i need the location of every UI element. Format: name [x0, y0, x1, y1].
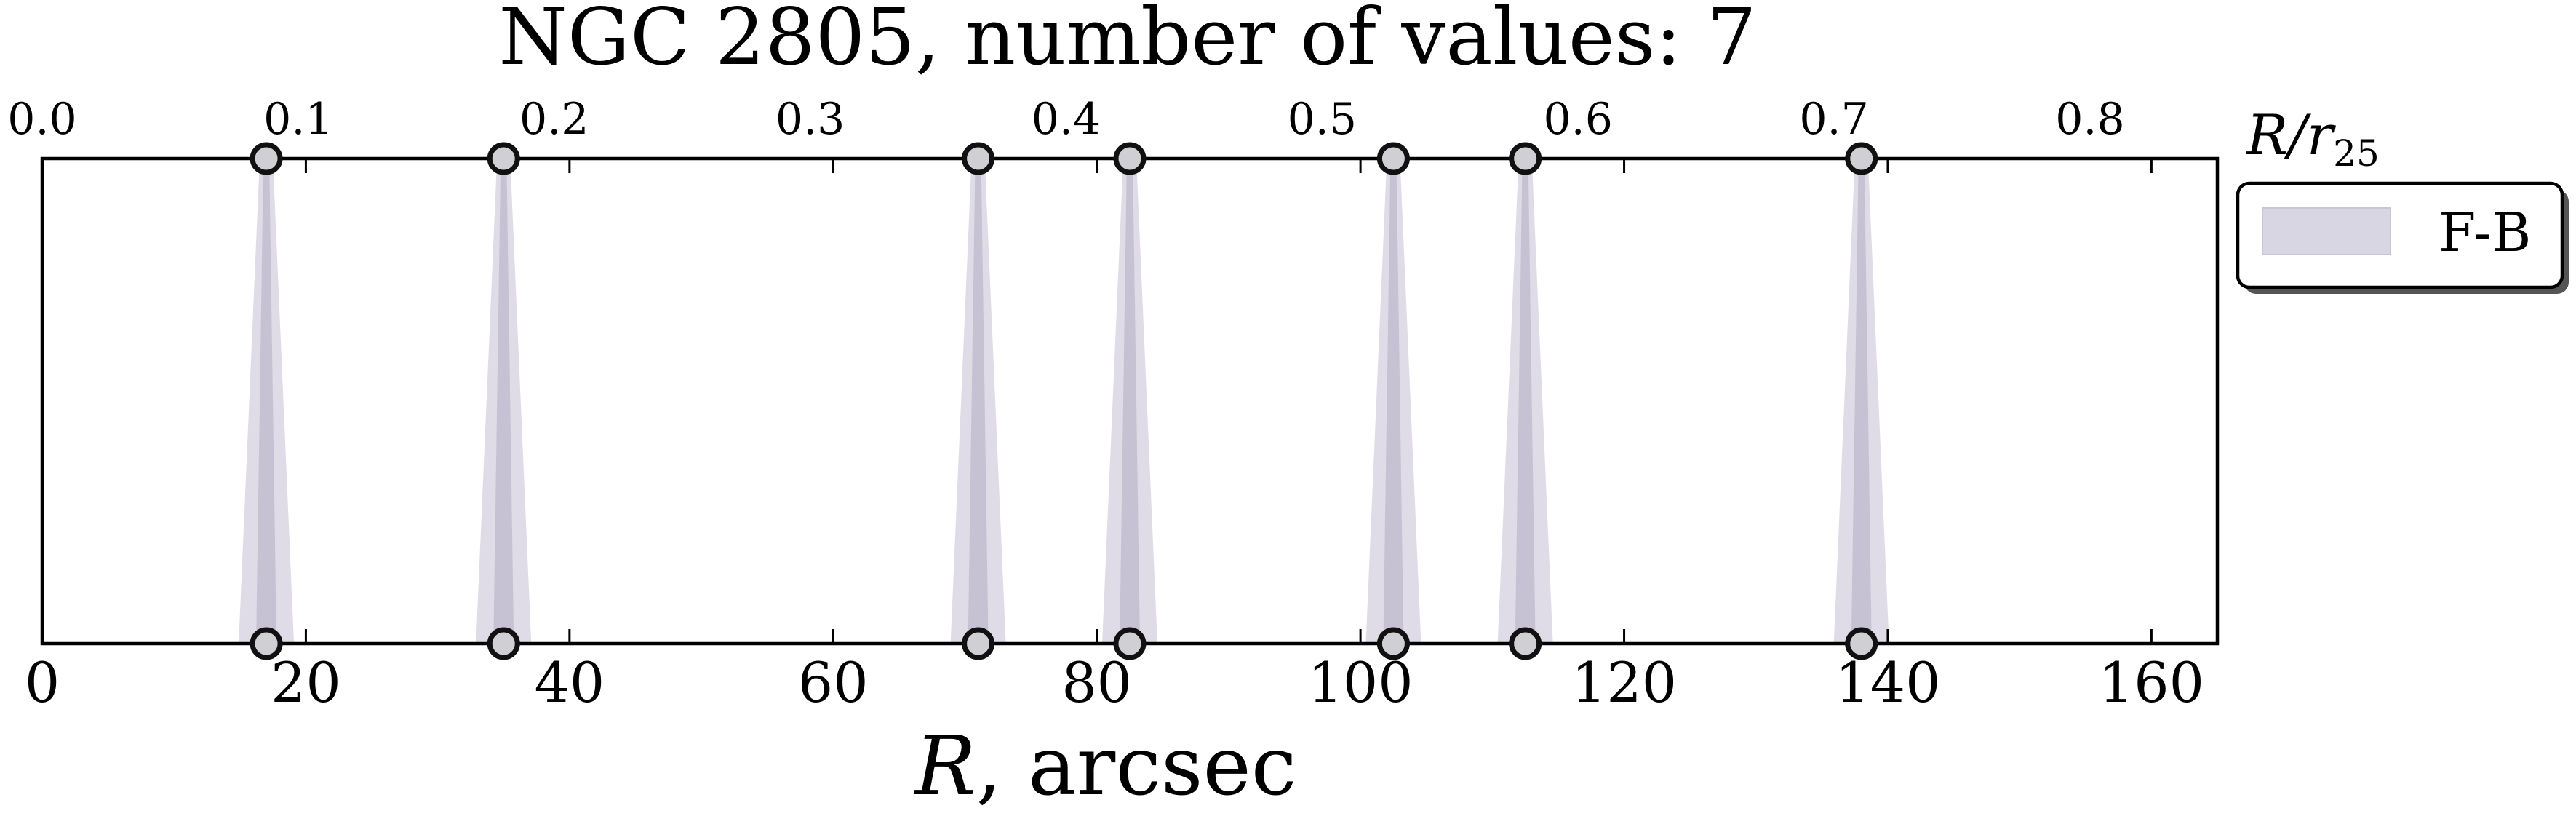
- top-axis-label: R/r25: [2245, 103, 2380, 175]
- data-point-bottom: [1376, 627, 1410, 660]
- data-point-top: [1509, 142, 1542, 175]
- x-tick-label: 100: [1308, 650, 1413, 715]
- data-point-top: [962, 142, 995, 175]
- data-point-top: [1845, 142, 1878, 175]
- x-tick-label: 120: [1571, 650, 1677, 715]
- x-tick-label: 140: [1835, 650, 1940, 715]
- top-tick-label: 0.7: [1799, 94, 1868, 145]
- x-tick-label: 60: [798, 650, 869, 715]
- top-axis-ticks: 0.0 0.1 0.2 0.3 0.4 0.5 0.6 0.7 0.8: [7, 94, 2124, 145]
- top-tick-label: 0.3: [775, 94, 845, 145]
- legend: F-B: [2236, 181, 2569, 294]
- bottom-axis-ticks: 0 20 40 60 80 100 120 140 160: [25, 159, 2204, 715]
- x-axis-label: R, arcsec: [913, 719, 1296, 814]
- data-point-top: [1113, 142, 1147, 175]
- top-tick-label: 0.5: [1288, 94, 1357, 145]
- band-core: [493, 159, 514, 644]
- legend-swatch-f-b: [2262, 207, 2391, 255]
- data-point-bottom: [962, 627, 995, 660]
- chart-title: NGC 2805, number of values: 7: [498, 0, 1756, 83]
- data-point-top: [250, 142, 283, 175]
- x-axis-label-symbol: R: [913, 719, 976, 814]
- data-point-bottom: [250, 627, 283, 660]
- data-bands: [239, 159, 1889, 644]
- x-tick-label: 40: [534, 650, 605, 715]
- band-core: [1383, 159, 1404, 644]
- data-point-bottom: [1509, 627, 1542, 660]
- x-tick-label: 160: [2099, 650, 2204, 715]
- data-point-top: [1376, 142, 1410, 175]
- band-core: [1515, 159, 1536, 644]
- band-core: [968, 159, 989, 644]
- data-point-bottom: [1113, 627, 1147, 660]
- top-tick-label: 0.0: [7, 94, 76, 145]
- top-tick-label: 0.1: [263, 94, 332, 145]
- band-core: [1851, 159, 1872, 644]
- data-point-bottom: [487, 627, 520, 660]
- x-tick-label: 80: [1061, 650, 1132, 715]
- top-tick-label: 0.2: [519, 94, 589, 145]
- top-tick-label: 0.6: [1543, 94, 1612, 145]
- top-tick-label: 0.8: [2055, 94, 2124, 145]
- x-tick-label: 20: [271, 650, 341, 715]
- x-axis-label-suffix: , arcsec: [976, 719, 1297, 814]
- top-axis-label-main: R/r: [2245, 103, 2337, 167]
- data-point-top: [487, 142, 520, 175]
- data-markers: [250, 142, 1878, 660]
- x-tick-label: 0: [25, 650, 60, 715]
- top-axis-label-subscript: 25: [2333, 132, 2380, 175]
- data-point-bottom: [1845, 627, 1878, 660]
- band-core: [1120, 159, 1140, 644]
- band-core: [256, 159, 277, 644]
- top-tick-label: 0.4: [1032, 94, 1101, 145]
- legend-label-f-b: F-B: [2439, 201, 2531, 264]
